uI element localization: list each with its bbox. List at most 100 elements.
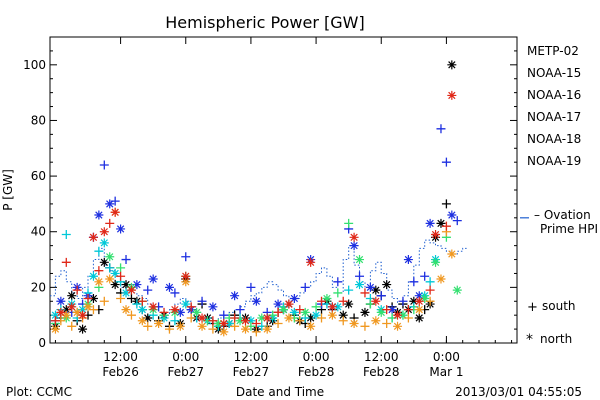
data-point-north bbox=[240, 316, 250, 326]
data-point-south bbox=[219, 310, 229, 320]
data-point-north bbox=[371, 285, 381, 295]
data-point-south bbox=[382, 319, 392, 329]
data-point-north bbox=[121, 288, 131, 298]
data-point-north bbox=[289, 307, 299, 317]
data-point-north bbox=[382, 280, 392, 290]
data-point-north bbox=[132, 280, 142, 290]
ovation-label-line2: Prime HPI bbox=[540, 222, 598, 236]
data-point-north bbox=[67, 291, 77, 301]
data-point-south bbox=[398, 296, 408, 306]
data-point-north bbox=[88, 232, 98, 242]
data-point-north bbox=[371, 296, 381, 306]
data-point-south bbox=[317, 296, 327, 306]
data-point-north bbox=[99, 227, 109, 237]
data-point-south bbox=[338, 296, 348, 306]
data-point-south bbox=[273, 307, 283, 317]
data-point-south bbox=[83, 293, 93, 303]
y-axis-label: P [GW] bbox=[1, 169, 15, 211]
data-point-south bbox=[317, 313, 327, 323]
data-point-north bbox=[181, 271, 191, 281]
data-point-south bbox=[230, 313, 240, 323]
data-point-north bbox=[121, 305, 131, 315]
y-tick-label: 100 bbox=[23, 58, 46, 72]
y-tick-label: 0 bbox=[38, 336, 46, 350]
data-point-south bbox=[61, 230, 71, 240]
chart-title: Hemispheric Power [GW] bbox=[165, 13, 364, 32]
y-axis: 0 20 40 60 80 100 bbox=[23, 36, 517, 350]
data-point-south bbox=[452, 216, 462, 226]
data-point-north bbox=[387, 305, 397, 315]
data-point-north bbox=[246, 316, 256, 326]
x-tick-label-date: Feb27 bbox=[167, 365, 204, 379]
data-point-north bbox=[452, 285, 462, 295]
marker-legend-north-symbol: * bbox=[526, 332, 533, 348]
x-tick-label-time: 0:00 bbox=[172, 350, 199, 364]
data-point-north bbox=[56, 296, 66, 306]
data-point-north bbox=[365, 282, 375, 292]
data-point-north bbox=[322, 293, 332, 303]
data-point-north bbox=[262, 313, 272, 323]
data-point-north bbox=[50, 324, 60, 334]
footer-right: 2013/03/01 04:55:05 bbox=[455, 385, 582, 399]
data-point-south bbox=[116, 271, 126, 281]
y-tick-label: 60 bbox=[31, 169, 46, 183]
data-point-north bbox=[349, 319, 359, 329]
data-point-north bbox=[300, 307, 310, 317]
data-point-south bbox=[143, 285, 153, 295]
data-point-north bbox=[50, 310, 60, 320]
data-point-north bbox=[137, 305, 147, 315]
legend-item-metp-02: METP-02 bbox=[527, 44, 579, 58]
data-point-south bbox=[360, 288, 370, 298]
marker-legend-north-label: north bbox=[540, 332, 572, 346]
series-metp-02 bbox=[50, 60, 457, 334]
data-point-north bbox=[447, 210, 457, 220]
data-point-south bbox=[251, 319, 261, 329]
data-point-south bbox=[94, 266, 104, 276]
data-point-north bbox=[235, 316, 245, 326]
data-points bbox=[50, 60, 462, 337]
data-point-north bbox=[61, 305, 71, 315]
legend-item-noaa-17: NOAA-17 bbox=[527, 110, 581, 124]
data-point-north bbox=[289, 293, 299, 303]
data-point-south bbox=[105, 263, 115, 273]
data-point-north bbox=[56, 307, 66, 317]
data-point-north bbox=[425, 218, 435, 228]
data-point-north bbox=[431, 230, 441, 240]
legend-item-noaa-19: NOAA-19 bbox=[527, 154, 581, 168]
legend: METP-02 NOAA-15 NOAA-16 NOAA-17 NOAA-18 NOAA-… bbox=[527, 44, 581, 168]
x-tick-label-time: 12:00 bbox=[364, 350, 399, 364]
data-point-north bbox=[414, 291, 424, 301]
data-point-south bbox=[208, 324, 218, 334]
data-point-north bbox=[306, 257, 316, 267]
data-point-north bbox=[431, 257, 441, 267]
data-point-south bbox=[273, 319, 283, 329]
data-point-north bbox=[393, 321, 403, 331]
data-point-south bbox=[116, 293, 126, 303]
data-point-north bbox=[376, 307, 386, 317]
data-point-north bbox=[398, 310, 408, 320]
data-point-south bbox=[186, 313, 196, 323]
series-noaa-15 bbox=[50, 124, 462, 326]
legend-item-noaa-16: NOAA-16 bbox=[527, 88, 581, 102]
y-tick-label: 80 bbox=[31, 113, 46, 127]
x-tick-label-time: 0:00 bbox=[433, 350, 460, 364]
data-point-north bbox=[99, 238, 109, 248]
data-point-north bbox=[126, 285, 136, 295]
data-point-south bbox=[88, 305, 98, 315]
data-point-south bbox=[170, 288, 180, 298]
data-point-south bbox=[67, 321, 77, 331]
data-point-north bbox=[447, 90, 457, 100]
data-point-north bbox=[240, 324, 250, 334]
data-point-north bbox=[355, 255, 365, 265]
data-point-north bbox=[355, 280, 365, 290]
data-point-south bbox=[403, 313, 413, 323]
data-point-north bbox=[306, 321, 316, 331]
data-point-north bbox=[311, 310, 321, 320]
data-point-north bbox=[338, 310, 348, 320]
data-point-north bbox=[349, 241, 359, 251]
data-point-south bbox=[170, 316, 180, 326]
data-point-south bbox=[251, 327, 261, 337]
data-point-south bbox=[441, 199, 451, 209]
marker-legend-south-label: south bbox=[542, 299, 576, 313]
